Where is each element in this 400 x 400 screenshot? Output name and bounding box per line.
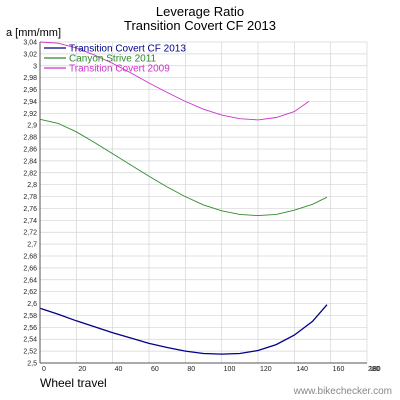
series-line-3: [39, 41, 310, 121]
legend-label-2: Canyon Strive 2011: [69, 54, 157, 65]
y-tick-label: 2,86: [23, 147, 37, 154]
chart-title-line-2: Transition Covert CF 2013: [124, 18, 276, 33]
y-tick-label: 3,02: [23, 51, 37, 58]
x-tick-label: 20: [78, 366, 86, 373]
x-tick-label: 100: [224, 366, 236, 373]
y-tick-label: 2,54: [23, 337, 37, 344]
series-line-2: [39, 118, 328, 217]
y-tick-label: 2,82: [23, 170, 37, 177]
y-tick-label: 2,96: [23, 87, 37, 94]
x-tick-label: 180: [369, 366, 381, 373]
y-tick-label: 2,64: [23, 277, 37, 284]
y-axis-label: a [mm/mm]: [6, 27, 61, 39]
watermark: www.bikechecker.com: [293, 386, 392, 397]
x-tick-label: 160: [333, 366, 345, 373]
y-tick-label: 2,92: [23, 111, 37, 118]
y-tick-label: 3: [33, 63, 37, 70]
x-tick-label: 40: [115, 366, 123, 373]
y-tick-label: 2,88: [23, 135, 37, 142]
y-tick-label: 2,56: [23, 325, 37, 332]
x-tick-label: 0: [42, 366, 46, 373]
y-tick-label: 2,72: [23, 230, 37, 237]
y-tick-label: 2,62: [23, 289, 37, 296]
x-tick-label: 80: [187, 366, 195, 373]
y-tick-label: 2,52: [23, 349, 37, 356]
y-tick-label: 2,84: [23, 158, 37, 165]
y-tick-label: 2,9: [27, 123, 37, 130]
y-tick-label: 2,58: [23, 313, 37, 320]
y-tick-label: 2,78: [23, 194, 37, 201]
y-tick-label: 2,94: [23, 99, 37, 106]
y-tick-label: 3,04: [23, 40, 37, 47]
x-tick-label: 140: [296, 366, 308, 373]
x-tick-label: 120: [260, 366, 272, 373]
y-tick-label: 2,8: [27, 182, 37, 189]
y-tick-label: 2,76: [23, 206, 37, 213]
x-axis-end-label: 280: [368, 366, 380, 373]
y-tick-label: 2,98: [23, 75, 37, 82]
y-tick-label: 2,68: [23, 254, 37, 261]
y-tick-label: 2,7: [27, 242, 37, 249]
y-tick-label: 2,5: [27, 361, 37, 368]
x-axis-label: Wheel travel: [40, 376, 107, 390]
y-tick-label: 2,6: [27, 301, 37, 308]
chart-title-line-1: Leverage Ratio: [155, 4, 245, 19]
legend-label-3: Transition Covert 2009: [69, 64, 170, 75]
legend-label-1: Transition Covert CF 2013: [69, 44, 186, 55]
y-tick-label: 2,66: [23, 265, 37, 272]
x-tick-label: 60: [151, 366, 159, 373]
y-tick-label: 2,74: [23, 218, 37, 225]
series-line-1: [39, 304, 328, 355]
